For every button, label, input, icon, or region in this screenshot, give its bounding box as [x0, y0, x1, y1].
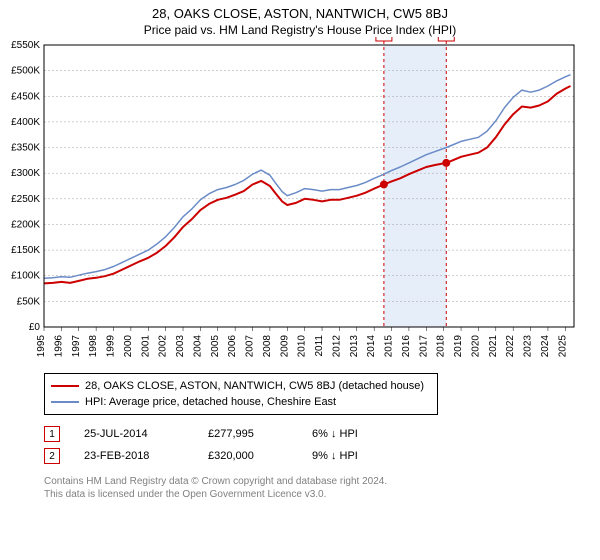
footer-attribution: Contains HM Land Registry data © Crown c… [44, 475, 600, 501]
event-row: 1 25-JUL-2014 £277,995 6% ↓ HPI [44, 423, 600, 445]
legend-item: 28, OAKS CLOSE, ASTON, NANTWICH, CW5 8BJ… [51, 378, 431, 394]
svg-text:£250K: £250K [11, 194, 40, 205]
svg-text:2022: 2022 [505, 335, 516, 358]
svg-text:2016: 2016 [401, 335, 412, 358]
svg-text:1: 1 [381, 37, 387, 40]
legend: 28, OAKS CLOSE, ASTON, NANTWICH, CW5 8BJ… [44, 373, 438, 415]
svg-text:£300K: £300K [11, 168, 40, 179]
svg-text:2004: 2004 [192, 335, 203, 358]
svg-text:1995: 1995 [36, 335, 47, 358]
svg-text:1998: 1998 [88, 335, 99, 358]
svg-text:2012: 2012 [331, 335, 342, 358]
event-delta: 6% ↓ HPI [312, 428, 358, 440]
svg-text:2005: 2005 [210, 335, 221, 358]
svg-text:2010: 2010 [297, 335, 308, 358]
svg-text:£500K: £500K [11, 66, 40, 77]
legend-label: 28, OAKS CLOSE, ASTON, NANTWICH, CW5 8BJ… [85, 380, 424, 392]
svg-text:1996: 1996 [53, 335, 64, 358]
svg-text:2021: 2021 [488, 335, 499, 358]
svg-text:2014: 2014 [366, 335, 377, 358]
legend-swatch [51, 401, 79, 403]
legend-item: HPI: Average price, detached house, Ches… [51, 394, 431, 410]
page-subtitle: Price paid vs. HM Land Registry's House … [0, 23, 600, 37]
event-delta: 9% ↓ HPI [312, 450, 358, 462]
svg-text:2003: 2003 [175, 335, 186, 358]
svg-text:£50K: £50K [17, 296, 41, 307]
svg-text:2009: 2009 [279, 335, 290, 358]
svg-text:£150K: £150K [11, 245, 40, 256]
svg-text:2018: 2018 [436, 335, 447, 358]
svg-text:£200K: £200K [11, 219, 40, 230]
svg-text:2000: 2000 [123, 335, 134, 358]
event-date: 25-JUL-2014 [84, 428, 184, 440]
svg-text:£400K: £400K [11, 117, 40, 128]
legend-label: HPI: Average price, detached house, Ches… [85, 396, 336, 408]
footer-line-1: Contains HM Land Registry data © Crown c… [44, 475, 600, 488]
svg-text:2013: 2013 [349, 335, 360, 358]
svg-text:2023: 2023 [523, 335, 534, 358]
svg-text:1999: 1999 [106, 335, 117, 358]
svg-text:2007: 2007 [245, 335, 256, 358]
svg-text:2001: 2001 [140, 335, 151, 358]
svg-text:2008: 2008 [262, 335, 273, 358]
svg-text:£0: £0 [29, 322, 41, 333]
svg-text:2020: 2020 [470, 335, 481, 358]
price-chart: £0 £50K £100K £150K £200K £250K £300K £350K £400… [0, 37, 586, 367]
event-price: £320,000 [208, 450, 288, 462]
svg-text:£450K: £450K [11, 91, 40, 102]
events-table: 1 25-JUL-2014 £277,995 6% ↓ HPI 2 23-FEB-2018… [44, 423, 600, 467]
svg-text:1997: 1997 [71, 335, 82, 358]
svg-text:2017: 2017 [418, 335, 429, 358]
svg-text:2002: 2002 [158, 335, 169, 358]
event-marker: 2 [44, 448, 60, 464]
svg-text:2: 2 [443, 37, 449, 40]
legend-swatch [51, 385, 79, 387]
svg-text:2024: 2024 [540, 335, 551, 358]
event-price: £277,995 [208, 428, 288, 440]
event-marker: 1 [44, 426, 60, 442]
event-date: 23-FEB-2018 [84, 450, 184, 462]
svg-text:2015: 2015 [384, 335, 395, 358]
svg-text:2025: 2025 [557, 335, 568, 358]
svg-text:£100K: £100K [11, 271, 40, 282]
svg-text:2011: 2011 [314, 335, 325, 357]
svg-text:£550K: £550K [11, 40, 40, 51]
page-title: 28, OAKS CLOSE, ASTON, NANTWICH, CW5 8BJ [0, 6, 600, 21]
event-row: 2 23-FEB-2018 £320,000 9% ↓ HPI [44, 445, 600, 467]
svg-text:2019: 2019 [453, 335, 464, 358]
svg-text:£350K: £350K [11, 143, 40, 154]
svg-text:2006: 2006 [227, 335, 238, 358]
footer-line-2: This data is licensed under the Open Gov… [44, 488, 600, 501]
